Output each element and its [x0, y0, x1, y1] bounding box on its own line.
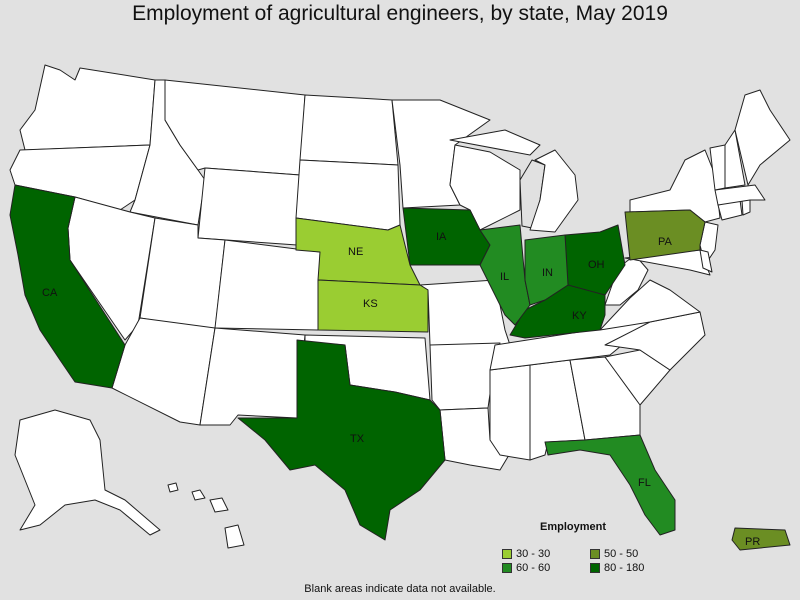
- state-VA[interactable]: [599, 279, 701, 331]
- label-IN: IN: [542, 267, 553, 279]
- legend-swatch: [502, 563, 512, 573]
- legend-swatch: [502, 549, 512, 559]
- state-IN[interactable]: [524, 234, 569, 306]
- state-AK[interactable]: [14, 409, 161, 536]
- state-MA[interactable]: [714, 184, 766, 206]
- no-data-states: [9, 64, 791, 549]
- state-NH[interactable]: [724, 129, 746, 189]
- state-PA[interactable]: [624, 209, 706, 261]
- state-KS[interactable]: [317, 279, 429, 333]
- legend-item-30-30: 30 - 30: [502, 548, 550, 560]
- state-WA[interactable]: [19, 64, 156, 151]
- state-NM[interactable]: [199, 327, 306, 426]
- label-OH: OH: [588, 259, 605, 271]
- state-CA[interactable]: [9, 184, 126, 389]
- legend-label: 30 - 30: [516, 548, 551, 560]
- footnote: Blank areas indicate data not available.: [304, 583, 496, 595]
- legend-swatch: [590, 549, 600, 559]
- label-KY: KY: [572, 310, 587, 322]
- label-KS: KS: [363, 298, 378, 310]
- state-ND[interactable]: [299, 94, 399, 166]
- state-HI[interactable]: [167, 482, 245, 549]
- state-MS[interactable]: [489, 364, 531, 461]
- map-title: Employment of agricultural engineers, by…: [132, 2, 668, 25]
- territory-PR[interactable]: [731, 527, 791, 551]
- legend-label: 60 - 60: [516, 562, 551, 574]
- label-FL: FL: [638, 477, 651, 489]
- legend-item-60-60: 60 - 60: [502, 562, 550, 574]
- state-KY[interactable]: [509, 284, 606, 339]
- state-MI[interactable]: [449, 129, 579, 233]
- state-ME[interactable]: [734, 89, 791, 186]
- legend-swatch: [590, 563, 600, 573]
- label-PA: PA: [658, 236, 673, 248]
- state-FL[interactable]: [544, 434, 676, 536]
- legend-label: 50 - 50: [604, 548, 639, 560]
- state-CO[interactable]: [214, 239, 321, 331]
- state-TX[interactable]: [237, 339, 446, 541]
- label-IL: IL: [500, 271, 509, 283]
- state-IL[interactable]: [479, 224, 531, 326]
- label-CA: CA: [42, 287, 58, 299]
- state-DE[interactable]: [699, 249, 713, 273]
- label-IA: IA: [436, 231, 447, 243]
- state-SD[interactable]: [295, 159, 401, 231]
- state-LA[interactable]: [439, 407, 516, 471]
- legend-item-80-180: 80 - 180: [590, 562, 644, 574]
- label-TX: TX: [350, 433, 365, 445]
- state-RI[interactable]: [741, 199, 751, 216]
- legend-label: 80 - 180: [604, 562, 645, 574]
- legend-item-50-50: 50 - 50: [590, 548, 638, 560]
- label-NE: NE: [348, 246, 363, 258]
- label-PR: PR: [745, 536, 760, 548]
- legend-title: Employment: [540, 521, 607, 533]
- state-WY[interactable]: [197, 167, 301, 246]
